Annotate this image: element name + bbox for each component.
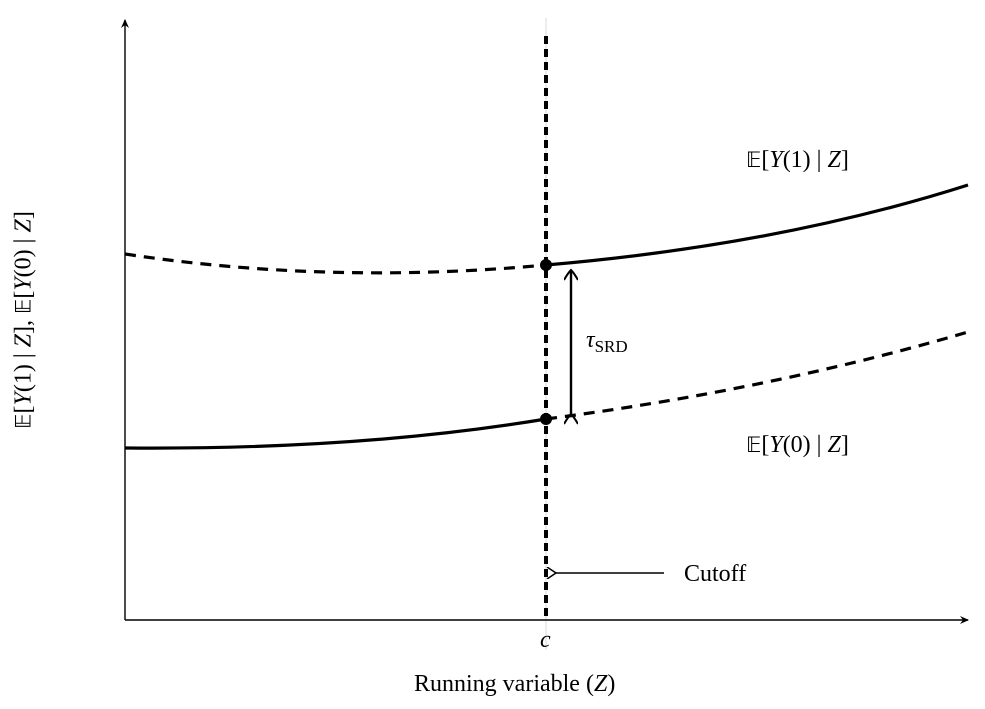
cutoff-tick-label: c: [540, 627, 551, 653]
cutoff-annotation-label: Cutoff: [684, 561, 747, 587]
point-y1-at-cutoff: [540, 259, 552, 271]
y-axis-label: 𝔼[Y(1) | Z], 𝔼[Y(0) | Z]: [10, 211, 37, 429]
x-axis-label: Running variable (Z): [414, 671, 616, 697]
curve-y1-counterfactual: [124, 252, 547, 275]
curve-y1-observed: [545, 183, 969, 267]
point-y0-at-cutoff: [540, 413, 552, 425]
curve-y1-label: 𝔼[Y(1) | Z]: [746, 147, 849, 173]
curve-y0-observed: [124, 417, 547, 450]
curve-y0-label: 𝔼[Y(0) | Z]: [746, 432, 849, 458]
curve-y0-counterfactual: [545, 330, 969, 421]
tau-srd-label: τSRD: [586, 327, 628, 356]
